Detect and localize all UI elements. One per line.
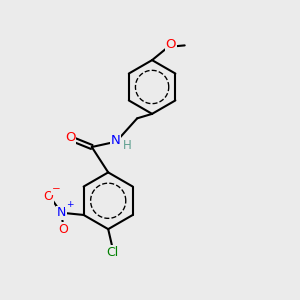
Text: N: N	[111, 134, 121, 147]
Text: N: N	[56, 206, 66, 219]
Text: O: O	[65, 131, 76, 144]
Text: O: O	[44, 190, 53, 203]
Text: H: H	[123, 139, 132, 152]
Text: O: O	[59, 223, 69, 236]
Text: Cl: Cl	[106, 246, 119, 259]
Text: O: O	[165, 38, 176, 51]
Text: −: −	[52, 184, 61, 194]
Text: +: +	[66, 200, 73, 209]
